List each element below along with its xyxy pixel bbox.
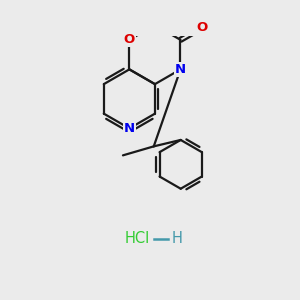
- Text: O: O: [196, 21, 207, 34]
- Text: H: H: [172, 231, 183, 246]
- Text: O: O: [124, 33, 135, 46]
- Text: HCl: HCl: [124, 231, 150, 246]
- Text: N: N: [124, 122, 135, 135]
- Text: N: N: [175, 63, 186, 76]
